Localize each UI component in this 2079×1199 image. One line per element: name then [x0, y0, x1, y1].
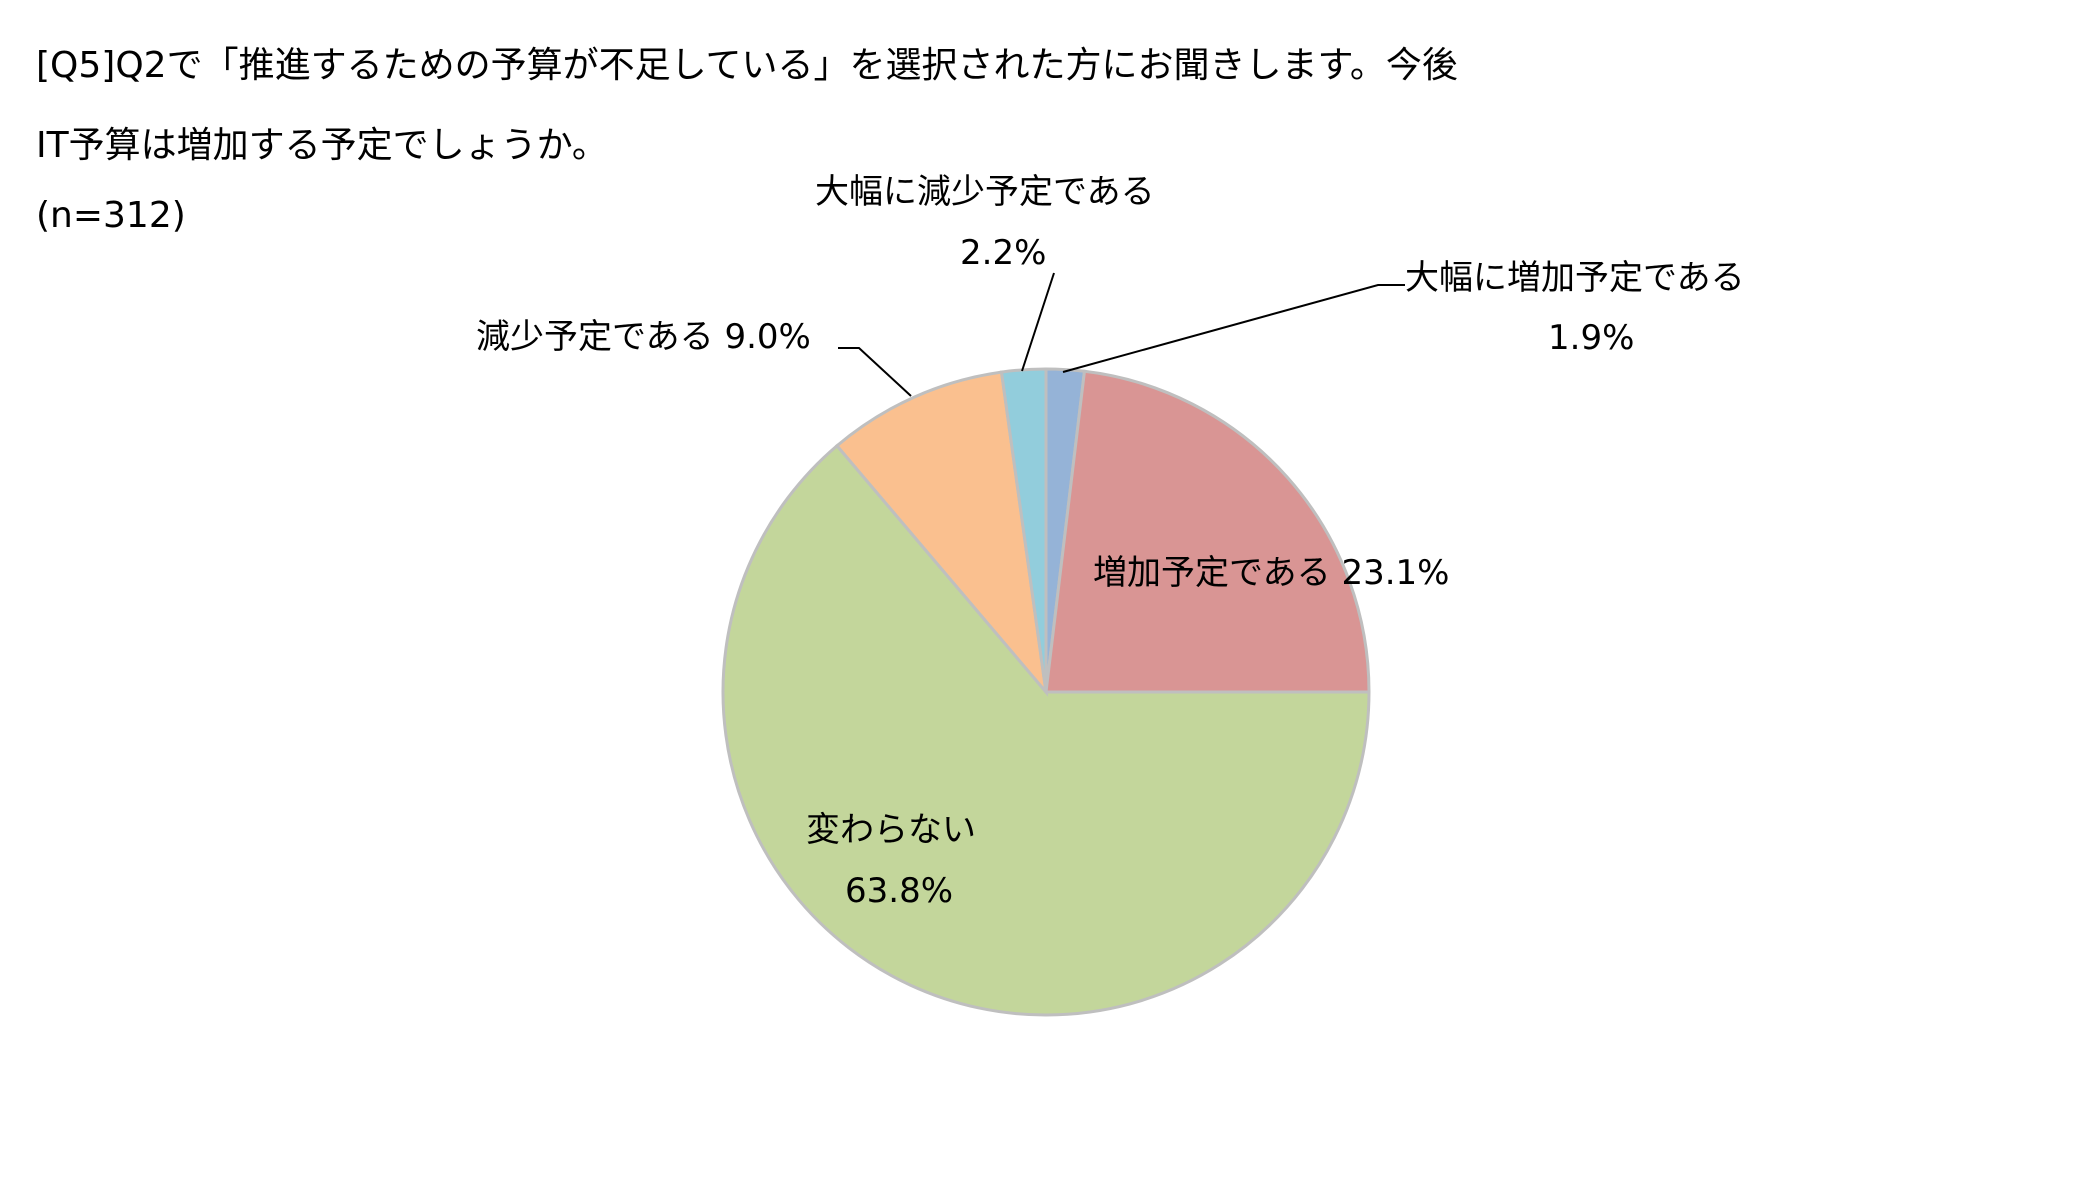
slice-label-increase: 増加予定である 23.1%: [1093, 553, 1449, 593]
chart-title-line-2: IT予算は増加する予定でしょうか。: [36, 125, 608, 166]
slice-value-large-increase: 1.9%: [1548, 318, 1634, 358]
pie-slice-large-decrease: [999, 367, 1048, 693]
slice-label-large-decrease: 大幅に減少予定である: [815, 172, 1155, 212]
slice-label-large-increase: 大幅に増加予定である: [1405, 258, 1745, 298]
pie-slice-change-none: [721, 443, 1371, 1017]
slice-label-decrease: 減少予定である 9.0%: [476, 317, 811, 357]
leader-line-large-increase: [1062, 284, 1405, 373]
slice-label-change-none: 変わらない: [806, 810, 976, 850]
chart-title-line-1: [Q5]Q2で「推進するための予算が不足している」を選択された方にお聞きします。…: [36, 45, 1458, 86]
pie-slice-decrease: [834, 370, 1049, 697]
leader-line-decrease: [838, 347, 912, 397]
slice-value-large-decrease: 2.2%: [960, 233, 1046, 273]
pie-slice-increase: [1044, 369, 1371, 694]
leader-line-large-decrease: [1021, 272, 1055, 372]
chart-sample-size: (n=312): [36, 195, 186, 236]
slice-value-change-none: 63.8%: [845, 871, 953, 911]
